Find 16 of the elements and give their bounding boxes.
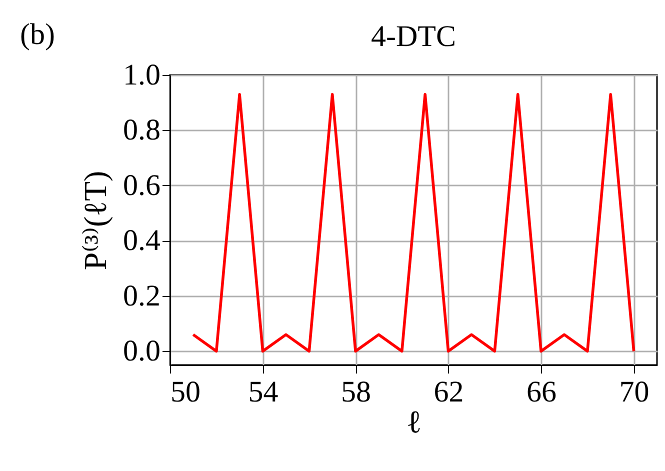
x-tick-label: 50 (170, 376, 200, 408)
y-tick-label: 0.0 (123, 334, 160, 368)
x-tick-label: 66 (526, 376, 557, 408)
x-tick-label: 54 (248, 376, 278, 408)
y-tick-label: 1.0 (123, 58, 160, 92)
x-tick-label: 58 (341, 376, 372, 408)
chart-title: 4-DTC (371, 20, 456, 53)
y-tick-label: 0.2 (123, 279, 160, 312)
text: (b) (20, 18, 55, 52)
x-tick-label: 70 (619, 376, 650, 408)
x-axis-title: ℓ (406, 404, 422, 440)
y-axis-title: P⁽³⁾(ℓT) (77, 170, 113, 270)
x-tick-label: 62 (434, 376, 464, 408)
y-tick-label: 0.8 (123, 114, 160, 147)
y-tick-label: 0.6 (123, 168, 160, 202)
y-tick-label: 0.4 (123, 224, 160, 258)
